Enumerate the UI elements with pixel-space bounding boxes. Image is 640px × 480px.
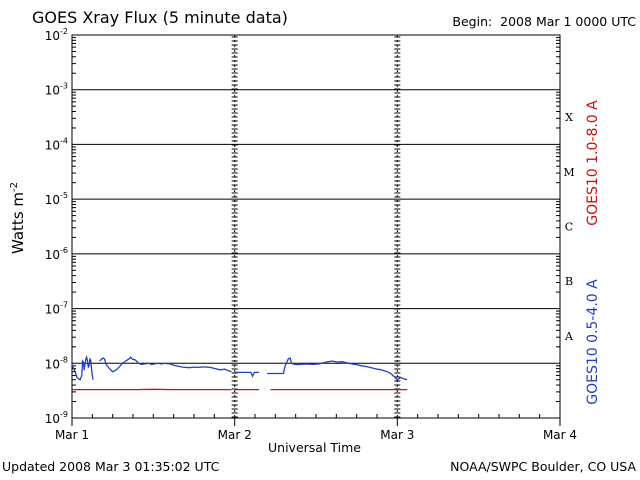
flare-class-label: X <box>565 111 573 124</box>
x-tick-label: Mar 3 <box>380 428 414 442</box>
flare-class-label: C <box>565 221 573 234</box>
y-tick-label: 10-4 <box>45 136 68 152</box>
chart-title: GOES Xray Flux (5 minute data) <box>32 8 288 27</box>
series-line-short <box>99 356 232 373</box>
series-line-short <box>71 354 94 381</box>
y-tick-label: 10-7 <box>45 301 68 317</box>
series-line-short <box>267 357 408 381</box>
updated-timestamp: Updated 2008 Mar 3 01:35:02 UTC <box>2 459 220 474</box>
x-tick-label: Mar 1 <box>55 428 89 442</box>
series-line-short <box>234 371 260 378</box>
plot-frame <box>71 34 561 419</box>
y-tick-label: 10-6 <box>45 246 68 262</box>
y-tick-label: 10-2 <box>45 27 68 43</box>
x-tick-label: Mar 2 <box>218 428 252 442</box>
y-tick-label: 10-9 <box>45 410 68 426</box>
x-axis-label: Universal Time <box>268 440 361 455</box>
begin-label: Begin: <box>452 14 493 29</box>
flare-class-label: B <box>565 275 573 288</box>
y-tick-label: 10-5 <box>45 191 68 207</box>
flare-class-label: A <box>564 330 574 343</box>
y-tick-label: 10-3 <box>45 82 68 98</box>
x-tick-label: Mar 4 <box>543 428 577 442</box>
begin-timestamp: Begin: 2008 Mar 1 0000 UTC <box>452 14 636 29</box>
y-tick-label: 10-8 <box>45 355 68 371</box>
flare-class-label: M <box>563 166 574 179</box>
begin-value: 2008 Mar 1 0000 UTC <box>500 14 636 29</box>
credit-line: NOAA/SWPC Boulder, CO USA <box>450 459 636 474</box>
